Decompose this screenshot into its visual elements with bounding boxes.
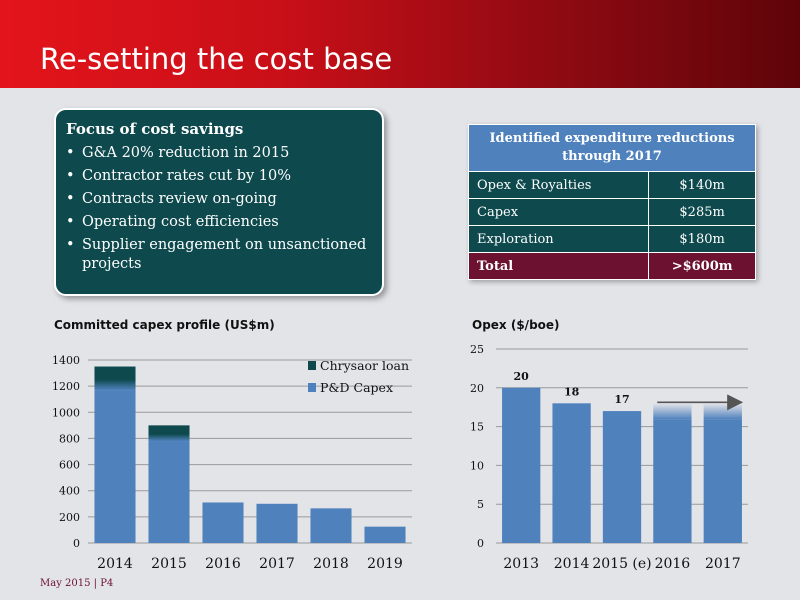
row-label: Exploration	[467, 225, 650, 253]
table-total-row: Total >$600m	[467, 252, 756, 280]
opex-y-tick-label: 25	[470, 343, 484, 356]
opex-y-tick-label: 15	[470, 421, 484, 434]
opex-data-label: 18	[564, 385, 580, 398]
opex-chart-title: Opex ($/boe)	[472, 318, 560, 332]
table-header: Identified expenditure reductions throug…	[468, 124, 756, 172]
opex-y-tick-label: 0	[477, 537, 484, 550]
row-label: Opex & Royalties	[467, 171, 650, 199]
opex-y-tick-label: 10	[470, 459, 484, 472]
capex-bar-fade	[310, 508, 352, 519]
table-header-line2: through 2017	[562, 149, 662, 164]
capex-y-tick-label: 600	[59, 459, 80, 472]
capex-y-tick-label: 200	[59, 511, 80, 524]
opex-bar-fade	[653, 403, 692, 420]
capex-y-tick-label: 1200	[52, 380, 80, 393]
row-value: $285m	[648, 198, 756, 226]
opex-x-tick-label: 2017	[705, 556, 741, 572]
table-row: Exploration $180m	[467, 225, 756, 253]
capex-y-tick-label: 800	[59, 432, 80, 445]
cost-savings-heading: Focus of cost savings	[66, 120, 244, 138]
capex-x-tick-label: 2014	[97, 556, 133, 572]
cost-savings-item: Contractor rates cut by 10%	[66, 167, 374, 186]
row-value: $180m	[648, 225, 756, 253]
opex-bar	[602, 411, 642, 543]
cost-savings-item: G&A 20% reduction in 2015	[66, 144, 374, 163]
legend-swatch-chrysaor-loan	[308, 361, 316, 370]
opex-x-tick-label: 2013	[503, 556, 539, 572]
opex-bar	[653, 419, 692, 543]
opex-y-tick-label: 20	[470, 382, 484, 395]
capex-x-tick-label: 2015	[151, 556, 187, 572]
capex-bar-loan	[148, 425, 190, 442]
page-title: Re-setting the cost base	[40, 42, 393, 76]
capex-y-tick-label: 1000	[52, 406, 80, 419]
capex-bar-pd	[148, 441, 190, 543]
table-header-row: Identified expenditure reductions throug…	[468, 124, 756, 172]
cost-savings-item: Operating cost efficiencies	[66, 213, 374, 232]
expenditure-reductions-table: Identified expenditure reductions throug…	[467, 124, 756, 280]
total-value: >$600m	[648, 252, 756, 280]
cost-savings-box: Focus of cost savings G&A 20% reduction …	[54, 108, 384, 296]
capex-bar-pd	[94, 390, 136, 543]
opex-y-tick-label: 5	[477, 498, 484, 511]
opex-bar	[502, 387, 541, 543]
table-header-line1: Identified expenditure reductions	[489, 131, 735, 146]
capex-bar-loan	[94, 366, 136, 391]
opex-bar	[703, 419, 742, 543]
total-label: Total	[467, 252, 650, 280]
capex-chart-title: Committed capex profile (US$m)	[54, 318, 275, 332]
opex-x-tick-label: 2016	[655, 556, 691, 572]
footer-date-page: May 2015 | P4	[40, 578, 114, 589]
cost-savings-list: G&A 20% reduction in 2015 Contractor rat…	[66, 144, 374, 278]
legend-swatch-pd-capex	[308, 383, 316, 392]
opex-data-label: 17	[614, 393, 629, 406]
capex-x-tick-label: 2018	[313, 556, 349, 572]
cost-savings-item: Supplier engagement on unsanctioned proj…	[66, 236, 374, 274]
capex-y-tick-label: 0	[73, 537, 80, 550]
capex-y-tick-label: 400	[59, 485, 80, 498]
opex-x-tick-label: 2015 (e)	[592, 556, 651, 572]
capex-bar-fade	[202, 502, 244, 513]
row-value: $140m	[648, 171, 756, 199]
table-row: Opex & Royalties $140m	[467, 171, 756, 199]
opex-x-tick-label: 2014	[554, 556, 590, 572]
opex-bar	[552, 403, 591, 543]
legend-label-pd-capex: P&D Capex	[320, 380, 393, 395]
capex-x-tick-label: 2016	[205, 556, 241, 572]
capex-bar-fade	[364, 526, 406, 537]
table-row: Capex $285m	[467, 198, 756, 226]
capex-y-tick-label: 1400	[52, 354, 80, 367]
opex-data-label: 20	[514, 370, 530, 383]
cost-savings-item: Contracts review on-going	[66, 190, 374, 209]
header-bar: Re-setting the cost base	[0, 0, 800, 88]
legend-label-chrysaor-loan: Chrysaor loan	[320, 358, 409, 373]
capex-x-tick-label: 2019	[367, 556, 403, 572]
capex-x-tick-label: 2017	[259, 556, 295, 572]
opex-bar-fade	[703, 403, 742, 420]
capex-bar-fade	[256, 503, 298, 514]
